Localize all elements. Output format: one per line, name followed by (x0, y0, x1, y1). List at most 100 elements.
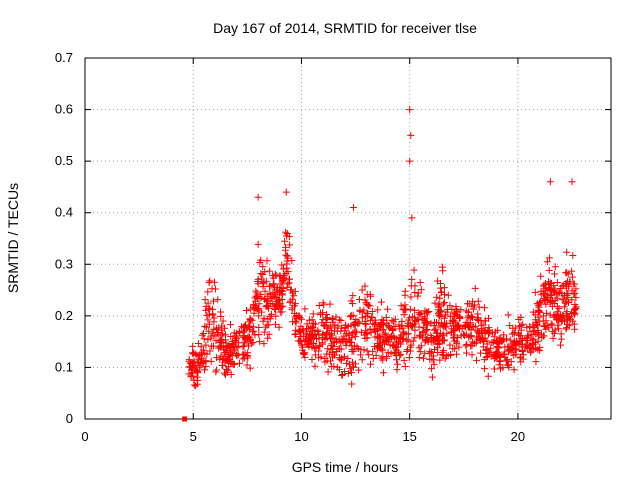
data-point (352, 318, 360, 326)
data-point (261, 268, 269, 276)
data-point (393, 356, 401, 364)
data-point (301, 336, 309, 344)
data-point (421, 349, 429, 357)
data-point (224, 366, 232, 374)
data-point (426, 347, 434, 355)
data-point (480, 304, 488, 312)
data-point (550, 313, 558, 321)
data-point (388, 316, 396, 324)
data-point (556, 288, 564, 296)
data-point (541, 297, 549, 305)
data-point (292, 326, 300, 334)
data-point (267, 310, 275, 318)
data-point (341, 368, 349, 376)
data-point (461, 323, 469, 331)
data-point (440, 291, 448, 299)
data-point (330, 342, 338, 350)
data-point (504, 311, 512, 319)
data-point (266, 289, 274, 297)
data-point (540, 281, 548, 289)
data-point (417, 332, 425, 340)
data-point (421, 319, 429, 327)
data-point (337, 316, 345, 324)
data-point (455, 315, 463, 323)
data-point (239, 355, 247, 363)
data-point (294, 337, 302, 345)
data-point (361, 317, 369, 325)
data-point (308, 316, 316, 324)
data-point (536, 299, 544, 307)
data-point (526, 341, 534, 349)
x-tick-label: 20 (511, 429, 525, 444)
data-point (563, 248, 571, 256)
data-point (545, 324, 553, 332)
data-point (468, 313, 476, 321)
data-point (481, 334, 489, 342)
data-point (204, 316, 212, 324)
data-point (439, 336, 447, 344)
data-point (291, 287, 299, 295)
data-point (411, 306, 419, 314)
data-point (210, 318, 218, 326)
data-point (264, 334, 272, 342)
data-point (358, 286, 366, 294)
data-point (485, 350, 493, 358)
data-point (347, 297, 355, 305)
data-point (448, 328, 456, 336)
data-point (246, 364, 254, 372)
data-point (372, 351, 380, 359)
data-point (415, 323, 423, 331)
data-point (481, 317, 489, 325)
data-point (480, 365, 488, 373)
data-point (570, 280, 578, 288)
data-point (362, 299, 370, 307)
data-point (474, 328, 482, 336)
data-point (266, 267, 274, 275)
data-point (301, 337, 309, 345)
data-point (328, 315, 336, 323)
data-point (322, 318, 330, 326)
data-point (342, 321, 350, 329)
data-point (556, 285, 564, 293)
data-point (384, 305, 392, 313)
data-point (259, 263, 267, 271)
data-point (446, 302, 454, 310)
data-point (471, 284, 479, 292)
data-point (547, 320, 555, 328)
data-point (330, 363, 338, 371)
data-point (192, 382, 200, 390)
data-point (342, 342, 350, 350)
data-point (311, 320, 319, 328)
data-point (565, 322, 573, 330)
data-point-outlier (407, 131, 415, 139)
data-point (227, 332, 235, 340)
data-point (272, 271, 280, 279)
data-point (248, 328, 256, 336)
data-point-outlier (182, 416, 188, 422)
data-point (540, 332, 548, 340)
data-point (435, 309, 443, 317)
data-point (460, 330, 468, 338)
data-point (346, 365, 354, 373)
data-point (436, 294, 444, 302)
data-point (210, 278, 218, 286)
data-point (358, 356, 366, 364)
data-point (559, 311, 567, 319)
data-point (348, 346, 356, 354)
data-point (555, 325, 563, 333)
data-point (221, 348, 229, 356)
data-point (492, 353, 500, 361)
data-point (308, 355, 316, 363)
data-point (296, 314, 304, 322)
data-point (551, 270, 559, 278)
data-point (518, 336, 526, 344)
data-point (545, 284, 553, 292)
data-point (568, 273, 576, 281)
data-point (410, 266, 418, 274)
data-point (480, 356, 488, 364)
data-point (430, 360, 438, 368)
data-point (537, 298, 545, 306)
data-point (412, 316, 420, 324)
data-point (318, 333, 326, 341)
data-point (364, 310, 372, 318)
